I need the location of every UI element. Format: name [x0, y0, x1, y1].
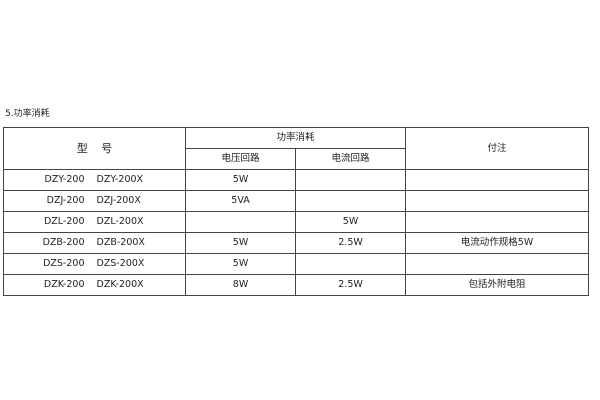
- voltage-cell: 8W: [185, 274, 296, 296]
- current-cell: 5W: [294, 211, 407, 233]
- header-row-1: 型 号 功率消耗 付注: [3, 127, 590, 170]
- note-cell: [405, 211, 590, 233]
- note-cell: 包括外附电阻: [405, 274, 590, 296]
- model-b: DZB-200X: [96, 237, 145, 248]
- table-row: DZJ-200 DZJ-200X 5VA: [3, 190, 590, 212]
- header-voltage-circuit: 电压回路: [185, 148, 296, 170]
- voltage-cell: 5W: [185, 169, 296, 191]
- current-cell: [294, 190, 407, 212]
- header-model: 型 号: [3, 127, 186, 170]
- model-a: DZS-200: [43, 258, 85, 269]
- current-cell: [294, 169, 407, 191]
- model-b: DZS-200X: [96, 258, 145, 269]
- current-cell: 2.5W: [294, 274, 407, 296]
- model-a: DZJ-200: [46, 195, 85, 206]
- model-b: DZK-200X: [96, 279, 144, 290]
- model-cell: DZK-200 DZK-200X: [3, 274, 186, 296]
- model-b: DZL-200X: [96, 216, 144, 227]
- model-cell: DZS-200 DZS-200X: [3, 253, 186, 275]
- header-power: 功率消耗: [184, 127, 407, 149]
- model-cell: DZJ-200 DZJ-200X: [3, 190, 186, 212]
- model-a: DZY-200: [44, 174, 85, 185]
- header-current-circuit: 电流回路: [294, 148, 407, 170]
- model-b: DZJ-200X: [96, 195, 141, 206]
- table-row: DZY-200 DZY-200X 5W: [3, 169, 590, 191]
- model-cell: DZY-200 DZY-200X: [3, 169, 186, 191]
- note-cell: 电流动作规格5W: [405, 232, 590, 254]
- model-cell: DZB-200 DZB-200X: [3, 232, 186, 254]
- section-title: 5.功率消耗: [5, 109, 50, 119]
- note-cell: [405, 169, 590, 191]
- model-cell: DZL-200 DZL-200X: [3, 211, 186, 233]
- voltage-cell: 5VA: [185, 190, 296, 212]
- note-cell: [405, 190, 590, 212]
- header-row-2: 电压回路 电流回路: [4, 148, 589, 170]
- model-b: DZY-200X: [96, 174, 144, 185]
- voltage-cell: [185, 211, 296, 233]
- current-cell: 2.5W: [294, 232, 407, 254]
- voltage-cell: 5W: [185, 232, 296, 254]
- table-row: DZS-200 DZS-200X 5W: [3, 253, 590, 275]
- power-consumption-table: 型 号 功率消耗 付注 电压回路 电流回路 DZY-200 DZY-200X 5W D…: [3, 127, 590, 296]
- header-note: 付注: [405, 127, 590, 170]
- table-row: DZK-200 DZK-200X 8W 2.5W 包括外附电阻: [3, 274, 590, 296]
- note-cell: [405, 253, 590, 275]
- model-a: DZB-200: [42, 237, 85, 248]
- voltage-cell: 5W: [185, 253, 296, 275]
- model-a: DZK-200: [43, 279, 85, 290]
- table-row: DZL-200 DZL-200X 5W: [3, 211, 590, 233]
- table-row: DZB-200 DZB-200X 5W 2.5W 电流动作规格5W: [3, 232, 590, 254]
- current-cell: [294, 253, 407, 275]
- model-a: DZL-200: [43, 216, 85, 227]
